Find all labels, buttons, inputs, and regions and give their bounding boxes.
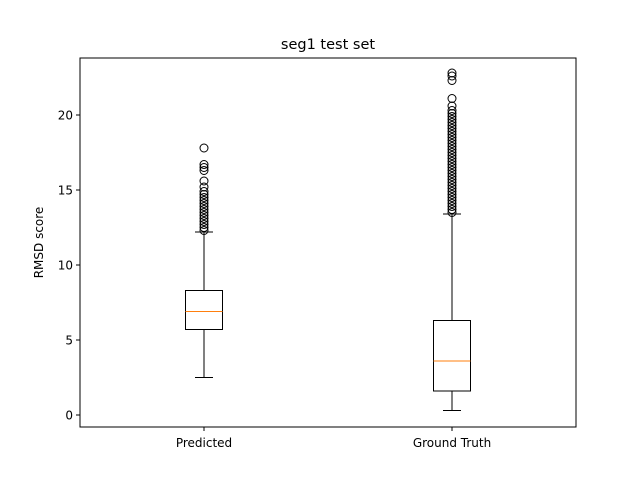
x-axis: Predicted Ground Truth <box>176 427 491 450</box>
outlier-point <box>199 220 209 229</box>
outlier-point <box>447 175 457 184</box>
outlier-point <box>447 115 457 124</box>
outlier-point <box>199 202 209 211</box>
outlier-point <box>447 142 457 151</box>
outlier-point <box>447 71 457 81</box>
outlier-point <box>447 133 457 142</box>
outlier-point <box>447 151 457 160</box>
outlier-point <box>447 199 457 208</box>
outlier-point <box>447 178 457 187</box>
box-1 <box>433 68 471 411</box>
outlier-point <box>199 199 209 208</box>
outlier-point <box>447 208 457 217</box>
outlier-point <box>447 157 457 166</box>
boxes-layer <box>185 68 471 411</box>
box-iqr <box>185 290 223 330</box>
outlier-point <box>447 121 457 130</box>
x-tick-label-0: Predicted <box>176 436 232 450</box>
outlier-point <box>447 190 457 199</box>
outlier-point <box>447 202 457 211</box>
outlier-point <box>447 187 457 196</box>
outlier-point <box>199 211 209 220</box>
outlier-point <box>199 217 209 226</box>
outlier-point <box>447 106 457 115</box>
outlier-point <box>447 130 457 139</box>
outlier-point <box>199 214 209 223</box>
outlier-point <box>447 172 457 181</box>
y-axis: 0 5 10 15 20 <box>58 109 80 423</box>
outlier-point <box>447 68 457 78</box>
outlier-point <box>199 143 209 153</box>
outlier-point <box>199 223 209 232</box>
outlier-point <box>447 148 457 157</box>
y-tick-label-0: 0 <box>65 409 73 423</box>
box-iqr <box>433 320 471 392</box>
outlier-point <box>199 193 209 202</box>
outlier-point <box>447 139 457 148</box>
outlier-point <box>199 205 209 214</box>
outlier-point <box>447 118 457 127</box>
outlier-point <box>447 160 457 169</box>
outlier-point <box>447 169 457 178</box>
outlier-point <box>199 196 209 205</box>
y-tick-label-10: 10 <box>58 259 73 273</box>
outlier-point <box>447 124 457 133</box>
outlier-point <box>447 196 457 205</box>
outlier-point <box>199 226 209 235</box>
outlier-point <box>199 176 209 186</box>
outlier-point <box>199 160 209 169</box>
outlier-point <box>447 112 457 121</box>
y-tick-label-15: 15 <box>58 184 73 198</box>
plot-frame <box>79 57 577 428</box>
outlier-point <box>447 136 457 145</box>
outlier-point <box>447 205 457 214</box>
outlier-point <box>199 208 209 217</box>
outlier-point <box>447 94 457 103</box>
box-0 <box>185 143 223 378</box>
outlier-point <box>199 187 209 196</box>
outlier-point <box>447 193 457 202</box>
chart-title: seg1 test set <box>281 37 375 53</box>
outlier-point <box>447 166 457 175</box>
outlier-point <box>199 163 209 172</box>
outlier-point <box>447 181 457 190</box>
outlier-point <box>447 127 457 136</box>
outlier-point <box>447 163 457 172</box>
x-tick-label-1: Ground Truth <box>413 436 491 450</box>
y-tick-label-5: 5 <box>65 334 73 348</box>
outlier-point <box>199 166 209 175</box>
outlier-point <box>447 154 457 163</box>
outlier-point <box>447 145 457 154</box>
y-axis-label: RMSD score <box>32 207 46 279</box>
y-tick-label-20: 20 <box>58 109 73 123</box>
outlier-point <box>199 182 209 192</box>
outlier-point <box>447 184 457 193</box>
